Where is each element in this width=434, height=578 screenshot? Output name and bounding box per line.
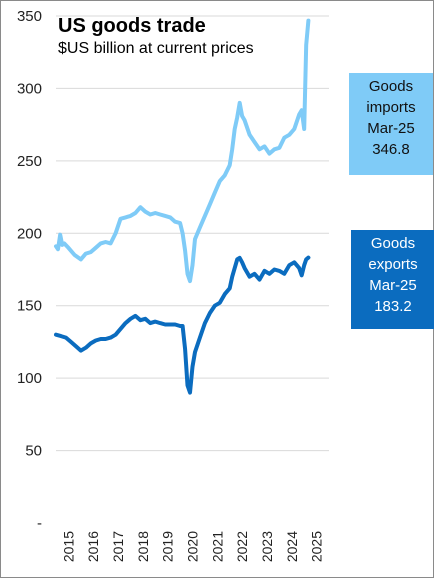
y-tick-label: 100	[17, 370, 42, 387]
gridlines	[56, 15, 329, 452]
y-tick-label: 300	[17, 80, 42, 97]
exports-callout: Goods exports Mar-25 183.2	[351, 230, 434, 329]
exports-callout-line-4: 183.2	[374, 298, 412, 315]
x-tick-label: 2022	[234, 531, 250, 562]
x-tick-label: 2023	[259, 531, 275, 562]
imports-callout-line-1: Goods	[368, 78, 414, 95]
exports-line	[54, 255, 311, 395]
imports-callout-line-2: imports	[366, 99, 416, 116]
imports-callout-line-4: 346.8	[372, 141, 410, 158]
y-tick-label: -	[37, 515, 42, 532]
y-tick-label: 350	[17, 8, 42, 25]
exports-callout-line-1: Goods	[370, 235, 416, 252]
chart-subtitle: $US billion at current prices	[58, 40, 254, 57]
imports-callout-line-3: Mar-25	[367, 120, 415, 137]
y-axis-ticks: - 50 100 150 200 250 300 350	[17, 8, 42, 532]
series-lines	[54, 18, 311, 395]
y-tick-label: 150	[17, 298, 42, 315]
exports-callout-line-2: exports	[368, 256, 418, 273]
x-tick-label: 2024	[284, 531, 300, 562]
x-tick-label: 2015	[60, 531, 76, 562]
y-tick-label: 250	[17, 153, 42, 170]
x-tick-label: 2018	[135, 531, 151, 562]
x-tick-label: 2021	[209, 531, 225, 562]
exports-callout-line-3: Mar-25	[369, 277, 417, 294]
imports-line	[54, 18, 311, 284]
y-tick-label: 50	[25, 443, 42, 460]
y-tick-label: 200	[17, 225, 42, 242]
imports-callout: Goods imports Mar-25 346.8	[349, 73, 433, 175]
x-axis-ticks: 2015 2016 2017 2018 2019 2020 2021 2022 2023 2024…	[60, 531, 324, 562]
x-tick-label: 2025	[309, 531, 325, 562]
x-tick-label: 2016	[85, 531, 101, 562]
chart-title: US goods trade	[58, 15, 206, 37]
x-tick-label: 2019	[160, 531, 176, 562]
x-tick-label: 2020	[185, 531, 201, 562]
x-tick-label: 2017	[110, 531, 126, 562]
